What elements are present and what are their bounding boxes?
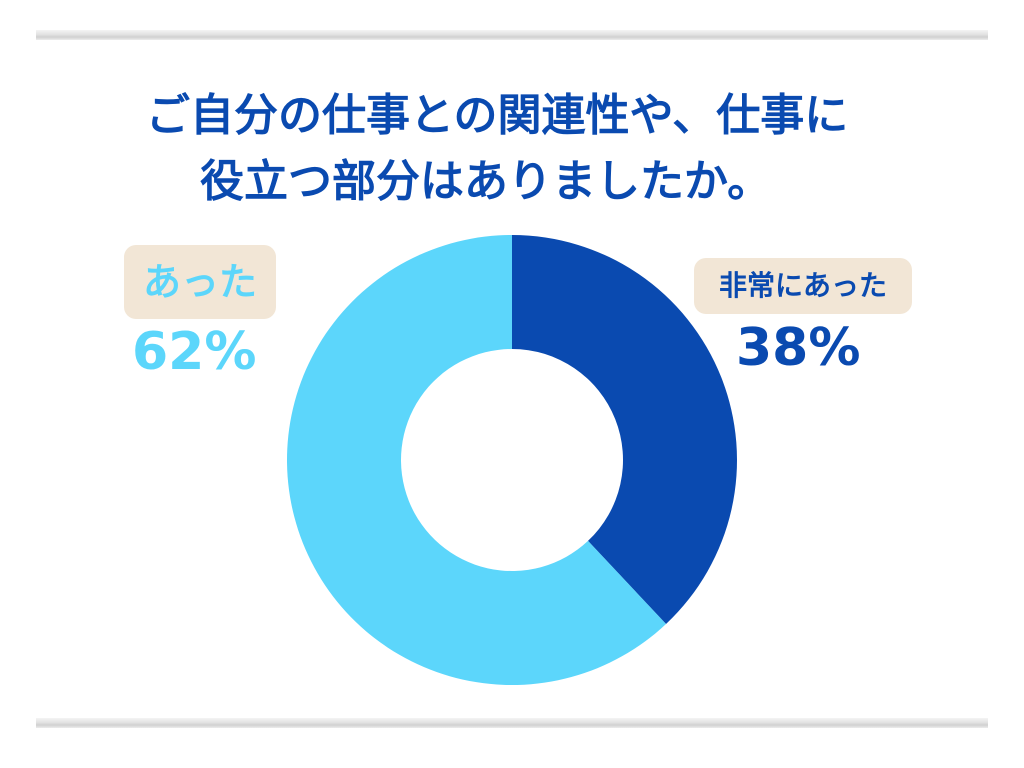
- value-hijou-ni-atta: 38%: [736, 318, 861, 378]
- donut-slice-hijou-ni-atta: [512, 235, 738, 625]
- donut-slice-atta: [287, 235, 667, 686]
- chart-title-line-2: 役立つ部分はありましたか。: [200, 156, 772, 207]
- donut-slices: [287, 235, 738, 686]
- label-hijou-ni-atta: 非常にあった: [694, 258, 912, 314]
- label-atta: あった: [124, 245, 276, 319]
- chart-title-line-1: ご自分の仕事との関連性や、仕事に: [146, 90, 849, 141]
- top-divider: [36, 30, 988, 40]
- value-atta: 62%: [132, 322, 257, 382]
- bottom-divider: [36, 718, 988, 728]
